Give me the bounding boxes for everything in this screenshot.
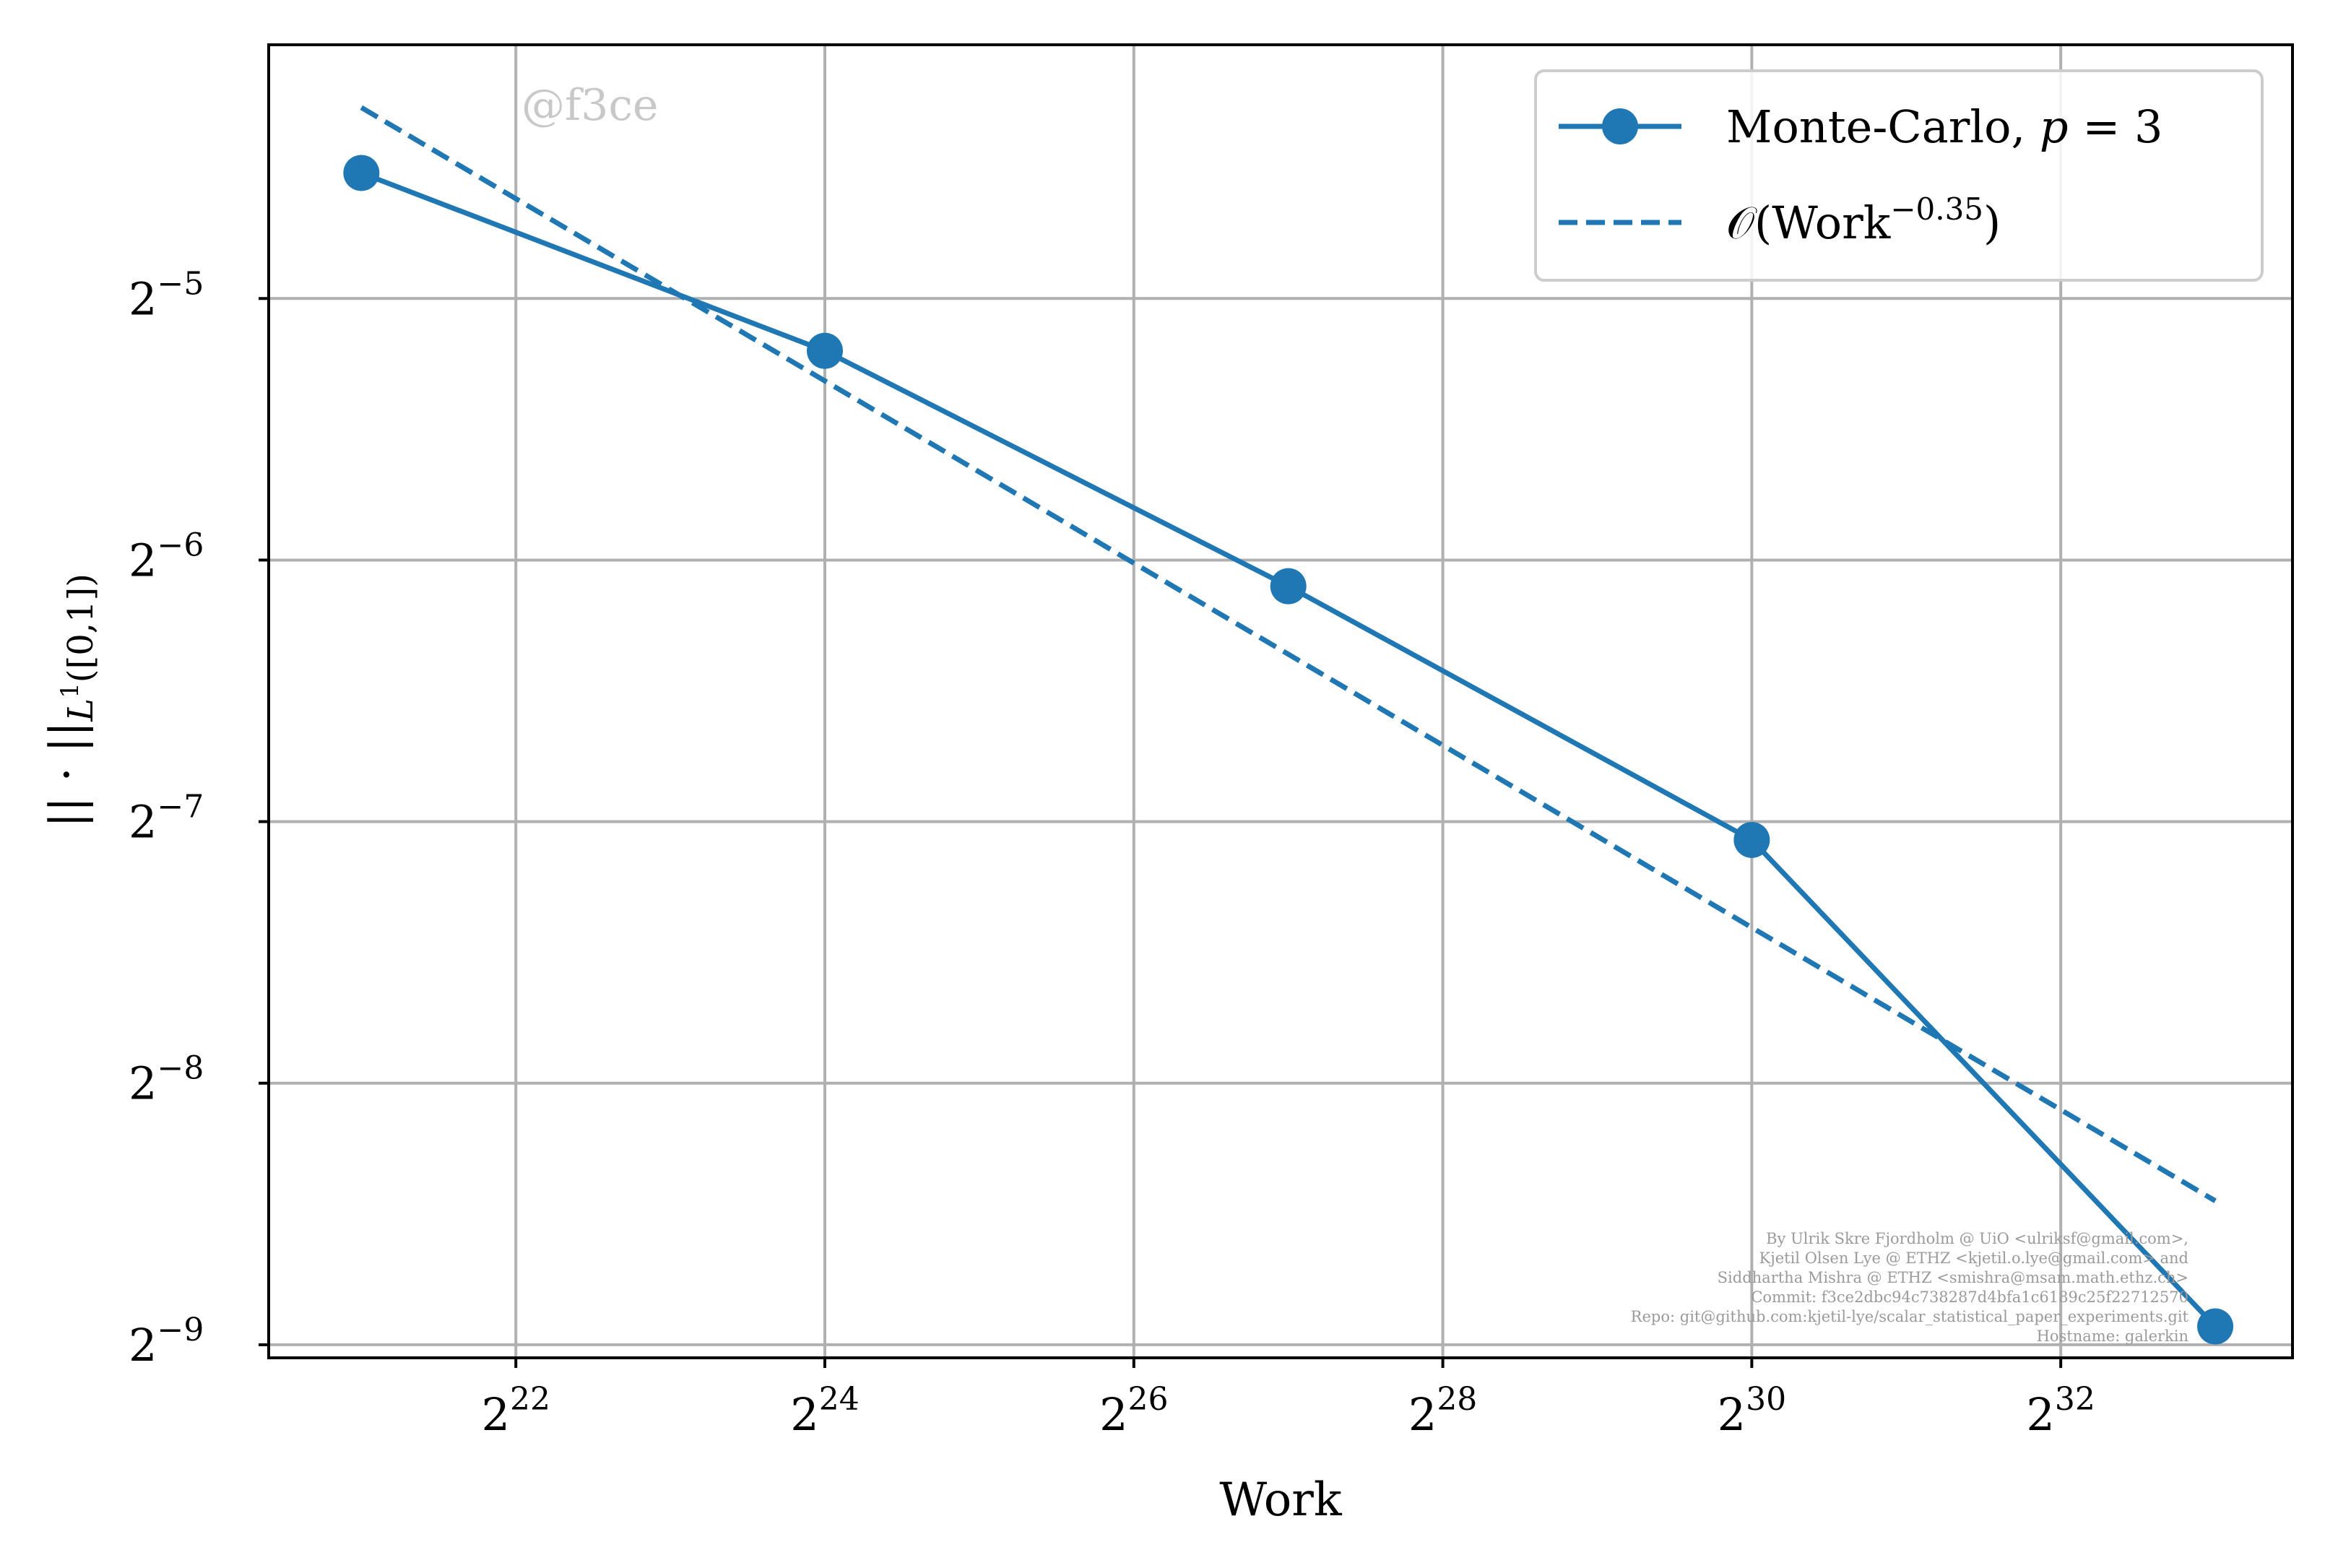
data-point <box>1733 821 1770 858</box>
x-axis-title: Work <box>1219 1473 1343 1527</box>
legend-label-monte-carlo: Monte-Carlo, p = 3 <box>1726 100 2162 153</box>
y-axis-title: || · ||L1([0,1]) <box>40 573 101 828</box>
data-point <box>343 155 380 191</box>
legend-box <box>1534 69 2264 282</box>
data-point <box>2197 1308 2234 1345</box>
data-point <box>1270 568 1307 605</box>
series-line-1 <box>360 105 2217 1203</box>
credits-block: By Ulrik Skre Fjordholm @ UiO <ulriksf@g… <box>1631 1230 2189 1345</box>
x-tick-label: 222 <box>482 1381 550 1441</box>
x-axis: 222 224 226 228 230 232 <box>482 1358 2095 1441</box>
plot-frame <box>267 43 2294 1359</box>
y-axis-norm-sub-sup: 1 <box>56 683 85 698</box>
x-tick-label: 226 <box>1099 1381 1168 1441</box>
y-tick-label: 2−7 <box>129 789 204 849</box>
x-tick-label: 230 <box>1718 1381 1786 1441</box>
y-axis-norm: || · || <box>40 722 94 828</box>
credits-line: Siddhartha Mishra @ ETHZ <smishra@msam.m… <box>1718 1269 2188 1286</box>
series-line-0 <box>360 170 2217 1328</box>
x-tick-label: 232 <box>2026 1381 2095 1441</box>
legend-label-order: 𝒪(Work−0.35) <box>1726 191 2001 249</box>
x-tick-label: 224 <box>790 1381 859 1441</box>
series-layer <box>343 105 2234 1345</box>
x-tick-label: 228 <box>1408 1381 1477 1441</box>
watermark: @f3ce <box>521 80 659 131</box>
legend-marker-monte-carlo <box>1602 108 1638 144</box>
y-axis-norm-sub-tail: ([0,1]) <box>61 573 101 683</box>
legend: Monte-Carlo, p = 3 𝒪(Work−0.35) <box>1534 69 2264 282</box>
y-tick-label: 2−8 <box>129 1050 204 1110</box>
data-point <box>807 332 844 369</box>
credits-line: Commit: f3ce2dbc94c738287d4bfa1c6189c25f… <box>1751 1288 2188 1306</box>
y-axis-norm-sub: L <box>61 698 101 722</box>
y-axis: 2−5 2−6 2−7 2−8 2−9 <box>129 265 269 1372</box>
credits-line: Hostname: galerkin <box>2037 1327 2188 1345</box>
y-tick-label: 2−5 <box>129 265 204 325</box>
y-tick-label: 2−9 <box>129 1312 204 1372</box>
credits-line: Kjetil Olsen Lye @ ETHZ <kjetil.o.lye@gm… <box>1759 1249 2188 1267</box>
credits-line: Repo: git@github.com:kjetil-lye/scalar_s… <box>1631 1308 2189 1325</box>
credits-line: By Ulrik Skre Fjordholm @ UiO <ulriksf@g… <box>1766 1230 2188 1247</box>
y-tick-label: 2−6 <box>129 527 204 586</box>
